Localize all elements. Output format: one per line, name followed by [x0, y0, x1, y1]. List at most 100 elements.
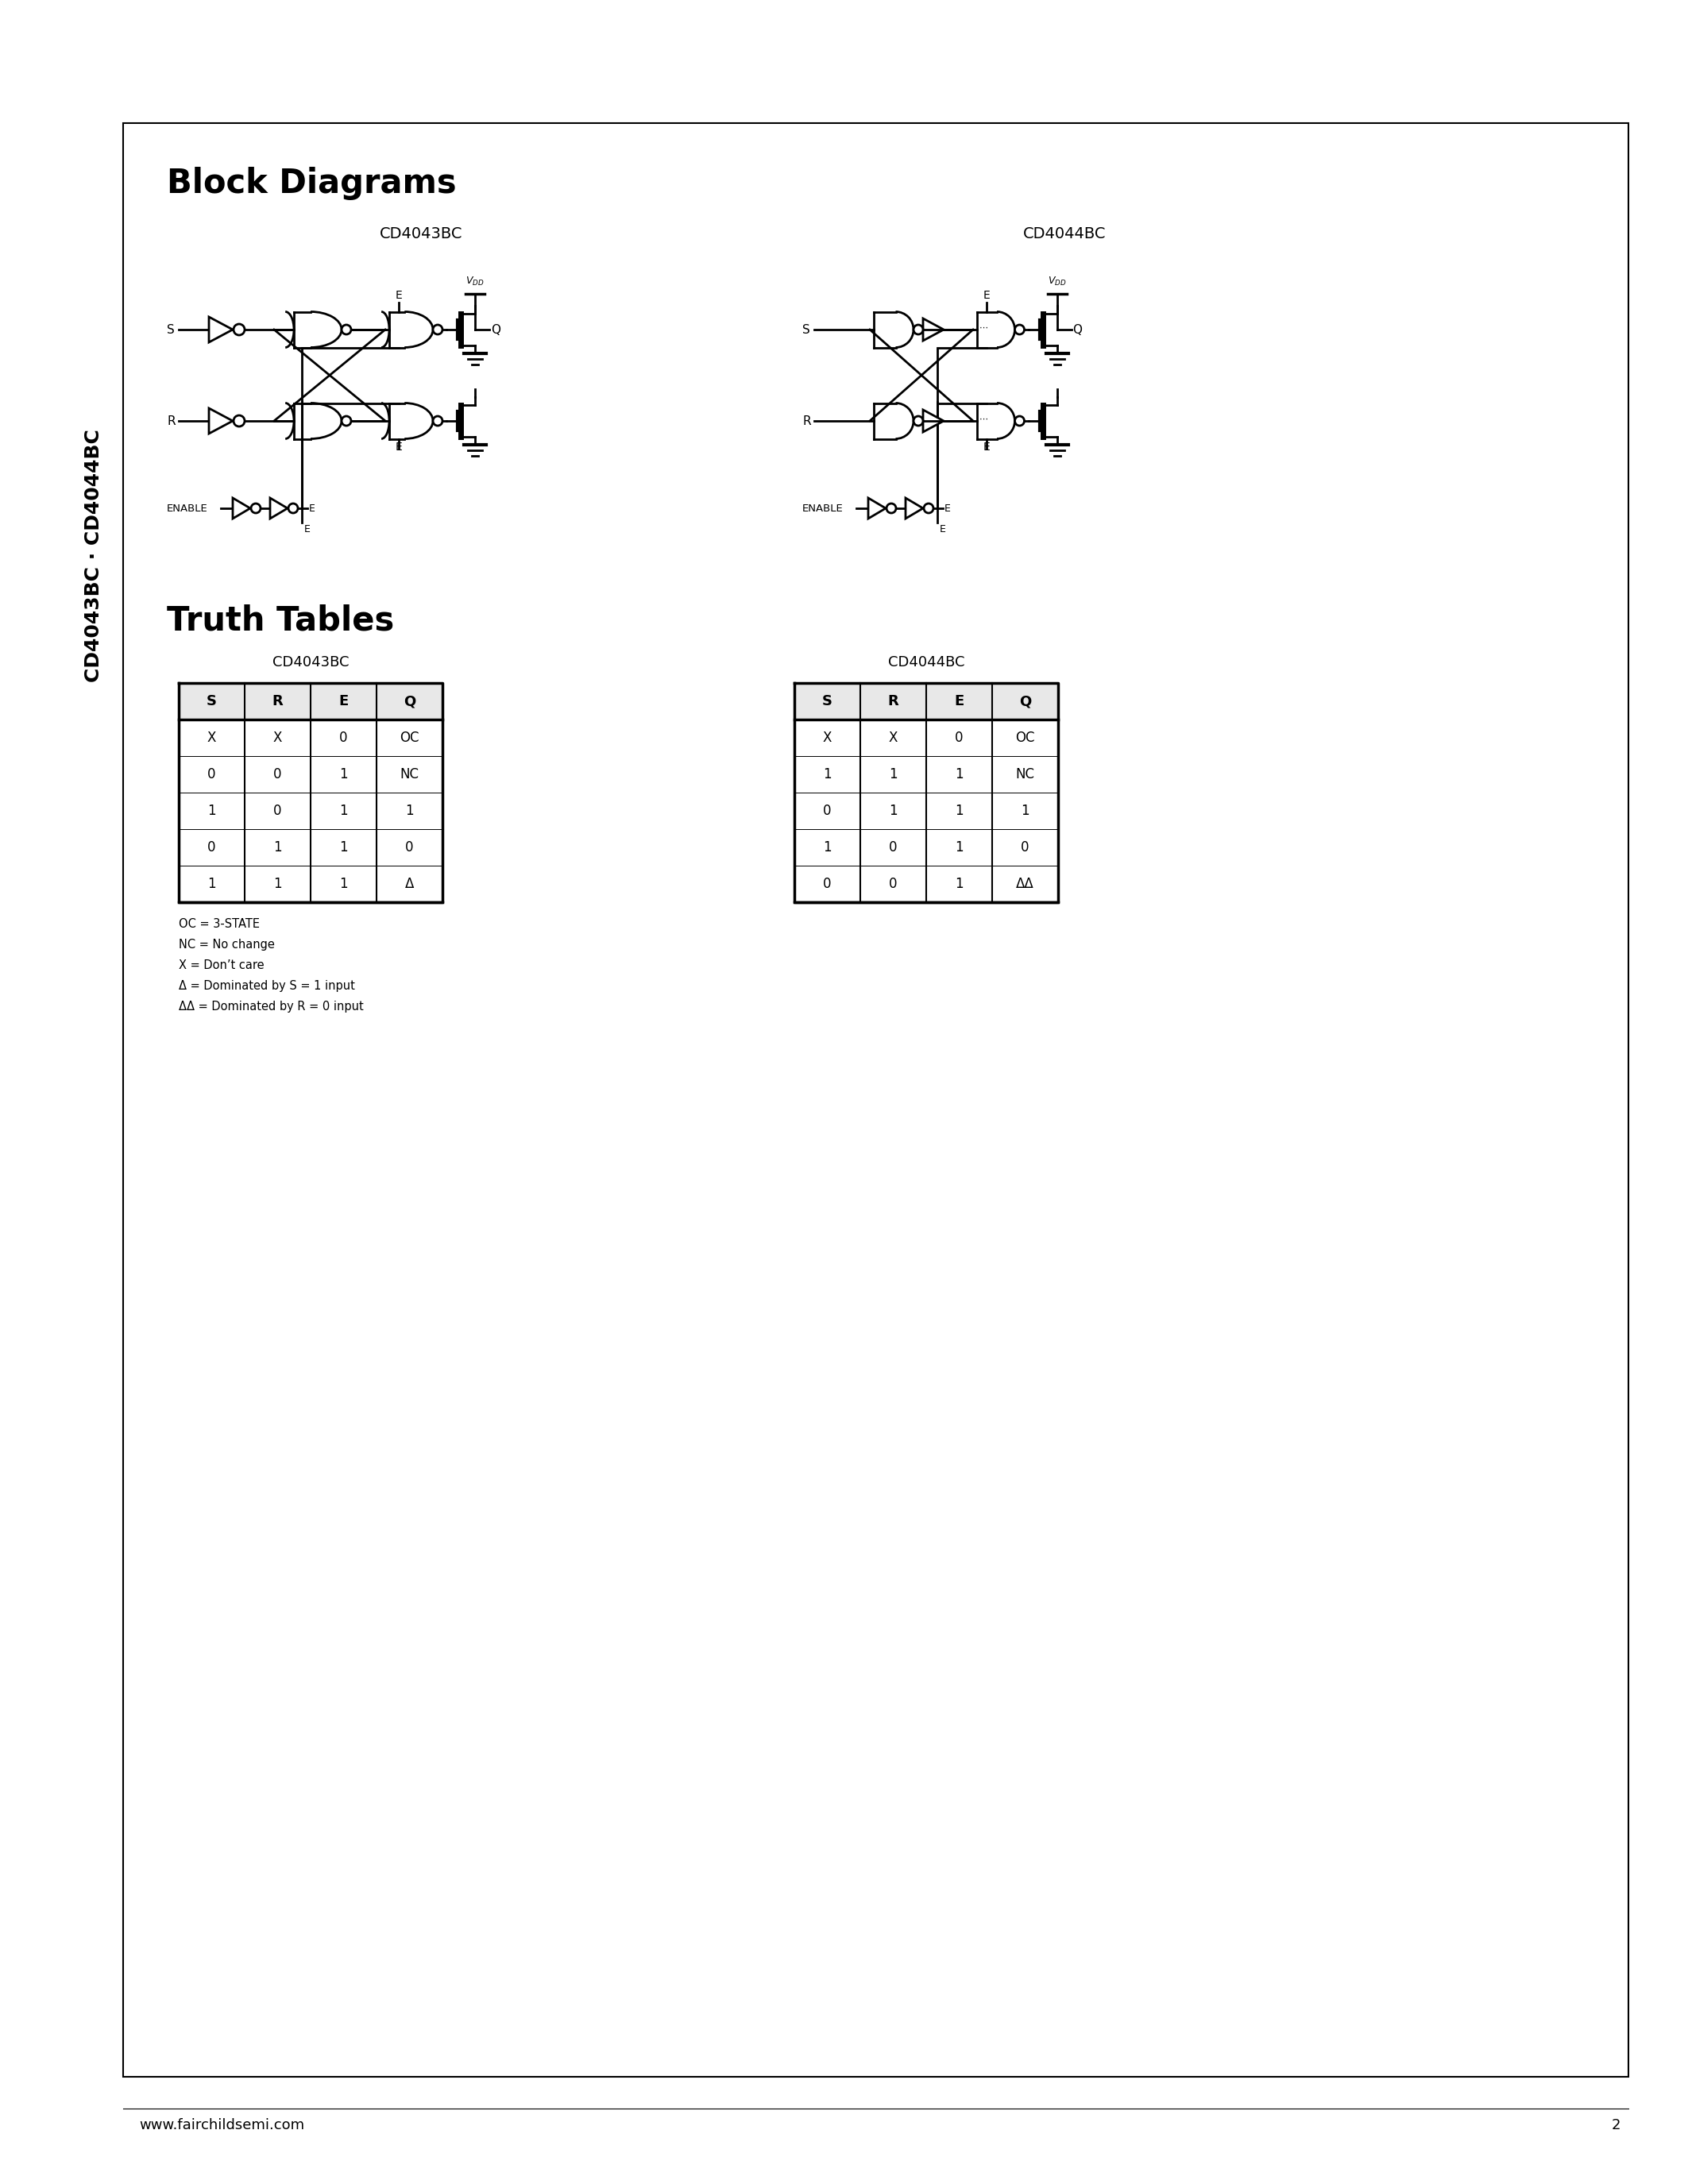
Text: 1: 1 [1021, 804, 1030, 819]
Text: S: S [167, 323, 174, 336]
Text: Q: Q [403, 695, 415, 708]
Text: 0: 0 [890, 841, 898, 854]
Polygon shape [868, 498, 886, 518]
Circle shape [341, 417, 351, 426]
Polygon shape [270, 498, 287, 518]
Text: 0: 0 [273, 767, 282, 782]
Text: 1: 1 [955, 767, 964, 782]
Text: www.fairchildsemi.com: www.fairchildsemi.com [138, 2118, 304, 2132]
Circle shape [432, 325, 442, 334]
Text: E: E [954, 695, 964, 708]
Text: Truth Tables: Truth Tables [167, 603, 395, 638]
Text: Δ: Δ [405, 876, 414, 891]
Bar [123, 122, 1629, 2077]
Text: 1: 1 [824, 841, 832, 854]
Text: S: S [206, 695, 216, 708]
Circle shape [341, 325, 351, 334]
Polygon shape [209, 408, 233, 435]
Text: R: R [167, 415, 176, 426]
Text: ENABLE: ENABLE [167, 502, 208, 513]
Circle shape [886, 505, 896, 513]
Text: 1: 1 [208, 876, 216, 891]
Text: ENABLE: ENABLE [802, 502, 844, 513]
Text: CD4043BC · CD4044BC: CD4043BC · CD4044BC [84, 430, 103, 684]
Text: 1: 1 [339, 804, 348, 819]
Text: CD4043BC: CD4043BC [272, 655, 349, 670]
Text: R: R [802, 415, 810, 426]
Text: 0: 0 [955, 732, 964, 745]
Text: E: E [309, 502, 316, 513]
Circle shape [252, 505, 260, 513]
Text: 1: 1 [273, 841, 282, 854]
Text: OC = 3-STATE: OC = 3-STATE [179, 917, 260, 930]
Text: E: E [945, 502, 950, 513]
Text: NC: NC [400, 767, 419, 782]
Circle shape [432, 417, 442, 426]
Circle shape [913, 325, 923, 334]
Text: 2: 2 [1612, 2118, 1620, 2132]
Text: 0: 0 [1021, 841, 1030, 854]
Text: CD4044BC: CD4044BC [888, 655, 964, 670]
Text: Q: Q [1020, 695, 1031, 708]
Text: E: E [304, 524, 311, 535]
Text: ⋯: ⋯ [979, 323, 987, 332]
Text: CD4043BC: CD4043BC [380, 227, 463, 242]
Text: 1: 1 [955, 841, 964, 854]
Text: OC: OC [400, 732, 419, 745]
Text: S: S [822, 695, 832, 708]
Text: E: E [395, 441, 402, 452]
Text: 1: 1 [405, 804, 414, 819]
Text: ⋯: ⋯ [979, 415, 987, 424]
Text: $V_{DD}$: $V_{DD}$ [466, 275, 484, 288]
Text: E: E [339, 695, 348, 708]
Text: 1: 1 [890, 804, 898, 819]
Polygon shape [923, 319, 944, 341]
Polygon shape [233, 498, 250, 518]
Circle shape [923, 505, 933, 513]
Polygon shape [923, 411, 944, 432]
Text: 0: 0 [273, 804, 282, 819]
Text: 0: 0 [339, 732, 348, 745]
Bar [179, 684, 442, 719]
Text: ΔΔ: ΔΔ [1016, 876, 1035, 891]
Text: 1: 1 [208, 804, 216, 819]
Text: $V_{DD}$: $V_{DD}$ [1048, 275, 1067, 288]
Text: OC: OC [1016, 732, 1035, 745]
Text: X = Don’t care: X = Don’t care [179, 959, 265, 972]
Text: 1: 1 [955, 804, 964, 819]
Text: Block Diagrams: Block Diagrams [167, 166, 456, 201]
Polygon shape [905, 498, 923, 518]
Text: 1: 1 [339, 841, 348, 854]
Circle shape [233, 323, 245, 334]
Text: ΔΔ = Dominated by R = 0 input: ΔΔ = Dominated by R = 0 input [179, 1000, 363, 1013]
Text: Q: Q [1074, 323, 1082, 336]
Text: 1: 1 [955, 876, 964, 891]
Text: 0: 0 [824, 804, 832, 819]
Circle shape [1014, 417, 1025, 426]
Text: 1: 1 [273, 876, 282, 891]
Text: E: E [940, 524, 945, 535]
Text: 1: 1 [339, 767, 348, 782]
Text: S: S [802, 323, 810, 336]
Text: NC = No change: NC = No change [179, 939, 275, 950]
Text: E: E [982, 441, 991, 452]
Text: Δ = Dominated by S = 1 input: Δ = Dominated by S = 1 input [179, 981, 354, 992]
Text: X: X [888, 732, 898, 745]
Circle shape [289, 505, 297, 513]
Circle shape [913, 417, 923, 426]
Text: X: X [208, 732, 216, 745]
Text: NC: NC [1016, 767, 1035, 782]
Text: CD4044BC: CD4044BC [1023, 227, 1106, 242]
Text: 0: 0 [824, 876, 832, 891]
Text: E: E [982, 290, 991, 301]
Text: X: X [822, 732, 832, 745]
Text: 0: 0 [208, 841, 216, 854]
Circle shape [233, 415, 245, 426]
Text: 0: 0 [405, 841, 414, 854]
Text: 1: 1 [824, 767, 832, 782]
Text: 1: 1 [890, 767, 898, 782]
Text: R: R [888, 695, 898, 708]
Bar [795, 684, 1058, 719]
Text: 1: 1 [339, 876, 348, 891]
Polygon shape [209, 317, 233, 343]
